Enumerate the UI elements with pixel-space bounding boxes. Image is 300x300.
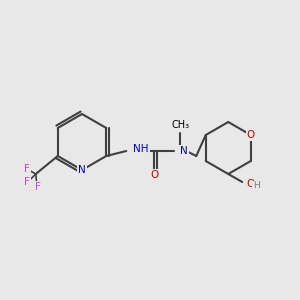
Text: H: H (253, 182, 260, 190)
Text: F: F (35, 182, 41, 192)
Text: O: O (150, 170, 158, 180)
Text: N: N (78, 165, 86, 175)
Text: O: O (246, 179, 254, 189)
Text: N: N (180, 146, 188, 156)
Text: O: O (247, 130, 255, 140)
Text: CH₃: CH₃ (171, 120, 189, 130)
Text: NH: NH (133, 144, 149, 154)
Text: F: F (24, 164, 30, 174)
Text: F: F (24, 177, 30, 187)
